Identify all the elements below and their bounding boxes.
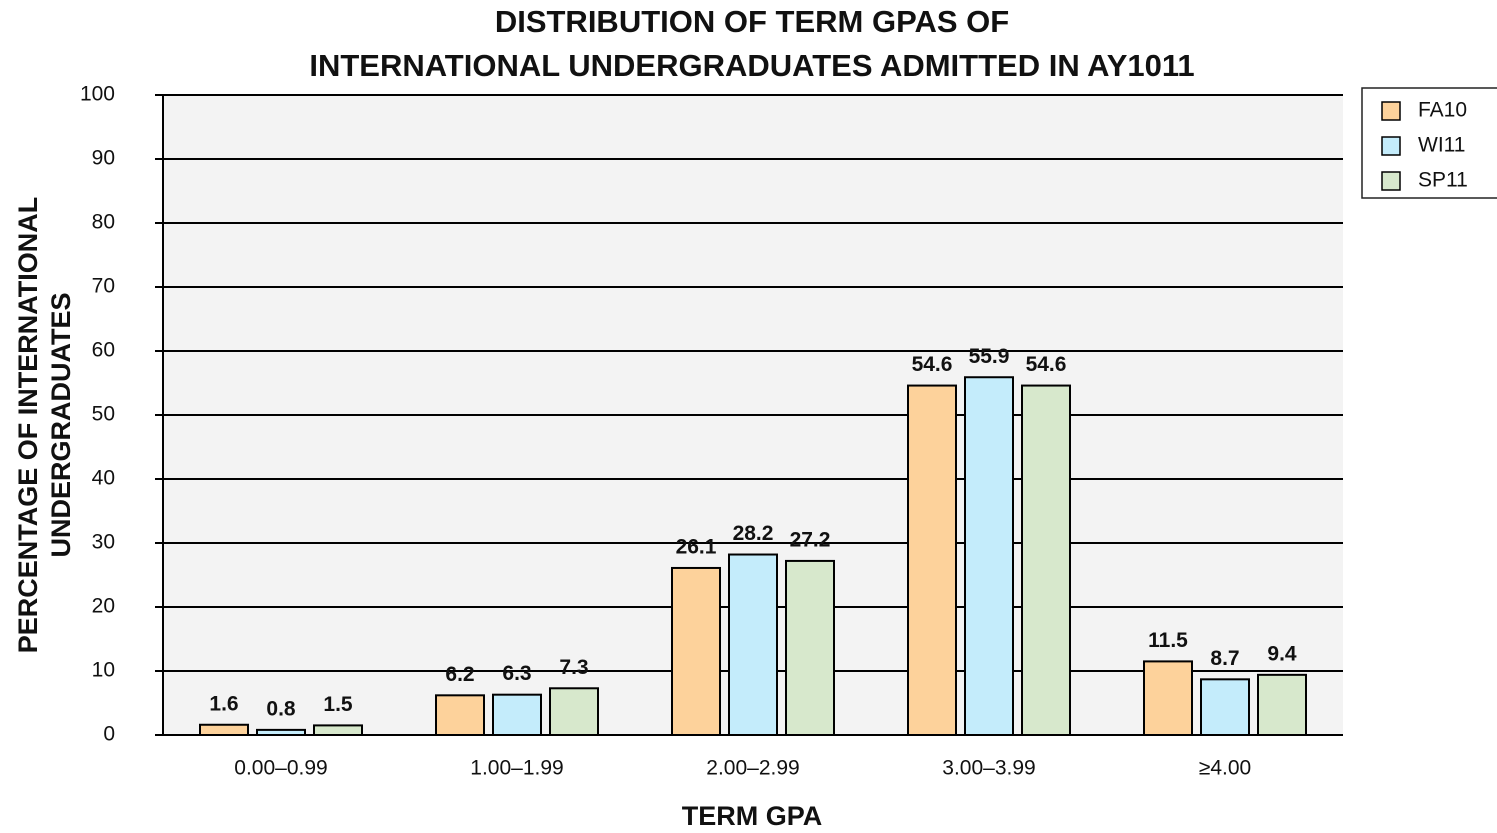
y-axis-title-line: PERCENTAGE OF INTERNATIONAL [13, 197, 43, 654]
value-label: 9.4 [1267, 642, 1297, 665]
bar [907, 384, 957, 736]
y-tick-label: 10 [92, 659, 115, 682]
x-tick-label: 0.00–0.99 [234, 757, 327, 780]
y-tick-label: 100 [80, 83, 115, 106]
x-tick-label: 2.00–2.99 [706, 757, 799, 780]
y-tick-label: 50 [92, 403, 115, 426]
chart-title: INTERNATIONAL UNDERGRADUATES ADMITTED IN… [309, 48, 1194, 83]
bar [199, 723, 249, 737]
y-tick-label: 20 [92, 595, 115, 618]
bar [964, 376, 1014, 736]
y-tick-label: 80 [92, 211, 115, 234]
y-tick-label: 0 [103, 723, 115, 746]
y-tick-label: 70 [92, 275, 115, 298]
bar [492, 693, 542, 736]
bar [549, 687, 599, 737]
x-tick-label: ≥4.00 [1199, 757, 1251, 780]
y-axis-title-line: UNDERGRADUATES [46, 292, 76, 557]
bar [435, 694, 485, 737]
bar [1200, 678, 1250, 737]
legend-label: WI11 [1418, 134, 1465, 157]
value-label: 0.8 [266, 697, 296, 720]
value-label: 6.2 [445, 663, 474, 686]
y-axis-title: PERCENTAGE OF INTERNATIONAL UNDERGRADUAT… [13, 197, 76, 654]
bar [1143, 660, 1193, 737]
x-tick-label: 1.00–1.99 [470, 757, 563, 780]
bar [1021, 384, 1071, 736]
value-label: 7.3 [559, 656, 588, 679]
value-label: 26.1 [676, 536, 717, 559]
value-label: 6.3 [502, 662, 531, 685]
value-label: 1.5 [323, 693, 353, 716]
x-axis-title: TERM GPA [682, 801, 823, 831]
value-label: 54.6 [912, 353, 953, 376]
bar [256, 728, 306, 737]
value-label: 8.7 [1210, 647, 1239, 670]
legend-label: SP11 [1418, 169, 1468, 192]
y-tick-label: 90 [92, 147, 115, 170]
bar [785, 559, 835, 736]
legend-swatch [1381, 101, 1401, 121]
legend-swatch [1381, 136, 1401, 156]
bar [1257, 673, 1307, 737]
bar [728, 553, 778, 737]
legend-label: FA10 [1418, 99, 1467, 122]
bar [313, 724, 363, 737]
value-label: 28.2 [733, 522, 774, 545]
x-tick-label: 3.00–3.99 [942, 757, 1035, 780]
y-tick-label: 60 [92, 339, 115, 362]
y-tick-label: 40 [92, 467, 115, 490]
legend-swatch [1381, 171, 1401, 191]
value-label: 55.9 [969, 345, 1010, 368]
value-label: 11.5 [1148, 629, 1188, 652]
value-label: 27.2 [790, 528, 831, 551]
y-tick-label: 30 [92, 531, 115, 554]
value-label: 1.6 [209, 692, 238, 715]
bar [671, 566, 721, 737]
chart-title: DISTRIBUTION OF TERM GPAS OF [495, 4, 1009, 39]
value-label: 54.6 [1026, 353, 1067, 376]
